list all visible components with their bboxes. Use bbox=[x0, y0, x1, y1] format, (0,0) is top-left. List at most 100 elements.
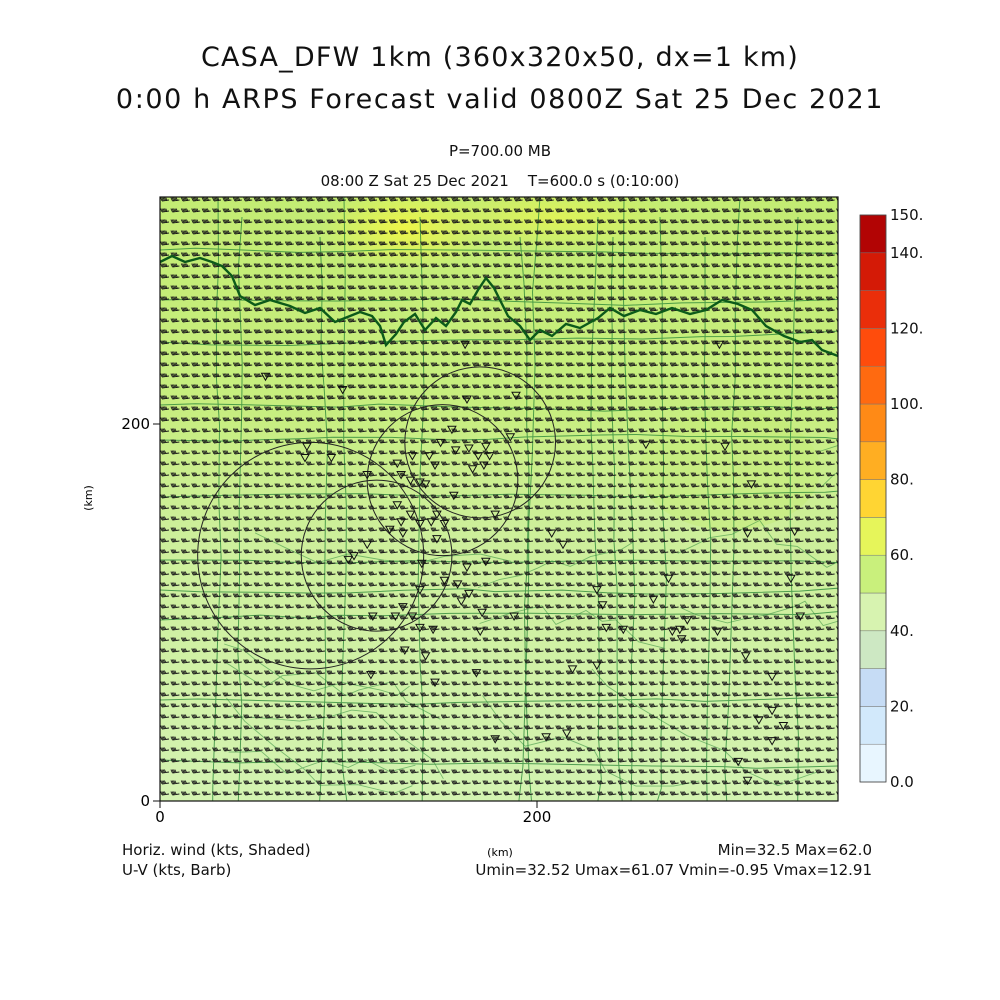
wind-barb bbox=[160, 692, 170, 697]
wind-barb bbox=[721, 483, 731, 488]
wind-barb bbox=[295, 494, 305, 499]
wind-barb bbox=[482, 472, 492, 477]
wind-barb bbox=[451, 373, 461, 378]
wind-barb bbox=[264, 626, 274, 631]
wind-barb bbox=[617, 736, 627, 741]
wind-barb bbox=[357, 615, 367, 620]
wind-barb bbox=[357, 560, 367, 565]
wind-barb bbox=[503, 703, 513, 708]
wind-barb bbox=[638, 417, 648, 422]
wind-barb bbox=[368, 428, 378, 433]
wind-barb bbox=[513, 219, 523, 224]
wind-barb bbox=[669, 461, 679, 466]
wind-barb bbox=[253, 582, 263, 587]
wind-barb bbox=[368, 274, 378, 279]
wind-barb bbox=[399, 758, 409, 763]
wind-barb bbox=[804, 582, 814, 587]
wind-barb bbox=[825, 593, 835, 598]
wind-barb bbox=[180, 439, 190, 444]
wind-barb bbox=[388, 637, 398, 642]
wind-barb bbox=[388, 252, 398, 257]
wind-barb bbox=[586, 703, 596, 708]
wind-barb bbox=[170, 714, 180, 719]
wind-barb bbox=[524, 659, 534, 664]
wind-barb bbox=[804, 197, 814, 202]
wind-barb bbox=[430, 769, 440, 774]
wind-barb bbox=[524, 417, 534, 422]
wind-barb bbox=[836, 736, 838, 740]
wind-barb bbox=[368, 252, 378, 257]
wind-barb bbox=[274, 560, 284, 565]
wind-barb bbox=[721, 560, 731, 565]
wind-barb bbox=[628, 307, 638, 312]
station-marker bbox=[424, 452, 435, 461]
wind-barb bbox=[388, 417, 398, 422]
wind-barb bbox=[659, 626, 669, 631]
wind-barb bbox=[825, 681, 835, 686]
wind-barb bbox=[316, 263, 326, 268]
wind-barb bbox=[524, 758, 534, 763]
wind-barb bbox=[825, 296, 835, 301]
wind-barb bbox=[576, 714, 586, 719]
wind-barb bbox=[555, 439, 565, 444]
wind-barb bbox=[274, 648, 284, 653]
wind-barb bbox=[212, 549, 222, 554]
wind-barb bbox=[482, 659, 492, 664]
wind-barb bbox=[711, 714, 721, 719]
wind-barb bbox=[420, 197, 430, 202]
wind-barb bbox=[191, 725, 201, 730]
wind-barb bbox=[565, 670, 575, 675]
wind-barb bbox=[222, 648, 232, 653]
wind-barb bbox=[212, 736, 222, 741]
wind-barb bbox=[222, 681, 232, 686]
wind-barb bbox=[264, 714, 274, 719]
wind-barb bbox=[534, 428, 544, 433]
wind-barb bbox=[264, 725, 274, 730]
wind-barb bbox=[451, 747, 461, 752]
wind-barb bbox=[732, 604, 742, 609]
wind-barb bbox=[784, 681, 794, 686]
wind-barb bbox=[773, 395, 783, 400]
wind-barb bbox=[451, 615, 461, 620]
wind-barb bbox=[409, 714, 419, 719]
wind-barb bbox=[732, 252, 742, 257]
wind-barb bbox=[284, 230, 294, 235]
station-marker bbox=[742, 529, 753, 539]
station-marker bbox=[396, 518, 406, 527]
wind-barb bbox=[586, 758, 596, 763]
wind-barb bbox=[586, 197, 596, 202]
wind-barb bbox=[586, 373, 596, 378]
wind-barb bbox=[763, 340, 773, 345]
wind-barb bbox=[617, 208, 627, 213]
wind-barb bbox=[524, 560, 534, 565]
wind-barb bbox=[430, 615, 440, 620]
wind-barb bbox=[732, 472, 742, 477]
wind-barb bbox=[492, 263, 502, 268]
wind-barb bbox=[451, 318, 461, 323]
wind-barb bbox=[628, 604, 638, 609]
wind-barb bbox=[617, 395, 627, 400]
wind-barb bbox=[388, 406, 398, 411]
wind-barbs bbox=[160, 197, 838, 796]
wind-barb bbox=[295, 692, 305, 697]
wind-barb bbox=[191, 593, 201, 598]
wind-barb bbox=[534, 725, 544, 730]
wind-barb bbox=[721, 769, 731, 774]
wind-barb bbox=[264, 241, 274, 246]
wind-barb bbox=[752, 516, 762, 521]
wind-barb bbox=[295, 208, 305, 213]
wind-barb bbox=[773, 714, 783, 719]
wind-barb bbox=[544, 615, 554, 620]
wind-barb bbox=[825, 373, 835, 378]
wind-barb bbox=[596, 571, 606, 576]
wind-barb bbox=[243, 670, 253, 675]
wind-barb bbox=[378, 219, 388, 224]
wind-barb bbox=[472, 769, 482, 774]
wind-barb bbox=[430, 648, 440, 653]
wind-barb bbox=[638, 384, 648, 389]
wind-barb bbox=[565, 219, 575, 224]
wind-barb bbox=[243, 703, 253, 708]
wind-barb bbox=[555, 461, 565, 466]
wind-barb bbox=[617, 780, 627, 785]
wind-barb bbox=[347, 736, 357, 741]
